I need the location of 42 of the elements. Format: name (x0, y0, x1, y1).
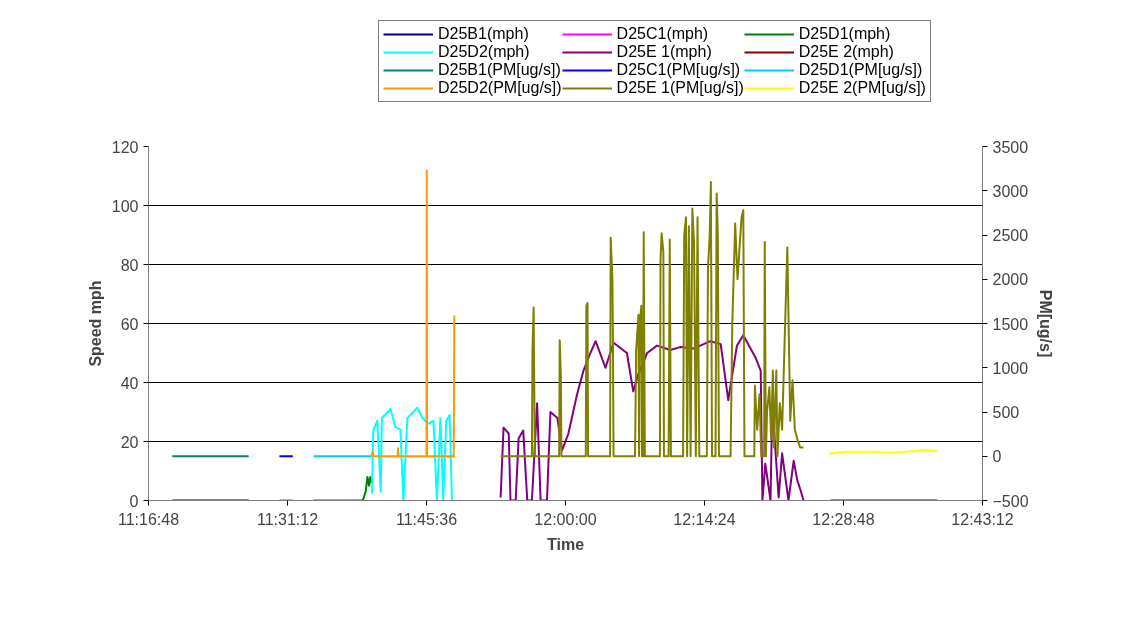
y-tick-label: 80 (120, 256, 139, 274)
y-tick-label: 20 (120, 433, 139, 451)
legend-label: D25C1(PM[ug/s]) (616, 61, 741, 79)
legend-label: D25E 1(PM[ug/s]) (616, 79, 744, 97)
x-tick-label: 12:00:00 (534, 510, 597, 528)
line-series (371, 406, 453, 501)
legend-label: D25D2(mph) (438, 43, 530, 61)
x-tick-label: 12:14:24 (673, 510, 736, 528)
y-tick-label: 0 (129, 492, 139, 510)
y2-tick-label: 1500 (992, 315, 1029, 333)
y-tick-label: 40 (120, 374, 139, 392)
line-series (499, 180, 805, 458)
line-series (370, 169, 456, 458)
x-tick-label: 11:45:36 (395, 510, 458, 528)
x-tick-label: 11:16:48 (117, 510, 180, 528)
y2-axis-title: PM[ug/s] (1036, 289, 1054, 358)
y2-tick-label: 0 (992, 448, 1002, 466)
legend-label: D25E 2(mph) (798, 43, 894, 61)
legend-label: D25D1(PM[ug/s]) (798, 61, 923, 79)
x-tick-label: 12:43:12 (951, 510, 1014, 528)
legend-label: D25D1(mph) (798, 25, 891, 43)
y2-tick-label: 2500 (992, 227, 1029, 244)
y2-tick-label: 3500 (992, 138, 1029, 156)
y2-tick-label: 1000 (992, 359, 1029, 377)
legend-label: D25C1(mph) (616, 25, 709, 43)
x-tick-label: 12:28:48 (812, 510, 875, 528)
y2-tick-label: 500 (992, 404, 1020, 421)
x-axis-title: Time (546, 535, 585, 553)
legend-label: D25B1(mph) (438, 25, 529, 43)
legend-label: D25B1(PM[ug/s]) (438, 61, 561, 79)
y-axis-title: Speed mph (86, 280, 104, 367)
y-tick-label: 60 (120, 315, 139, 333)
y-tick-label: 120 (111, 138, 139, 156)
y2-tick-label: 3000 (992, 182, 1029, 200)
x-tick-label: 11:31:12 (256, 510, 319, 528)
y2-tick-label: −500 (992, 492, 1029, 510)
legend-label: D25E 1(mph) (616, 43, 712, 61)
line-series (499, 334, 805, 501)
y2-tick-label: 2000 (992, 271, 1029, 289)
y-tick-label: 100 (111, 197, 139, 215)
legend-label: D25E 2(PM[ug/s]) (798, 79, 926, 97)
legend-label: D25D2(PM[ug/s]) (438, 79, 562, 97)
